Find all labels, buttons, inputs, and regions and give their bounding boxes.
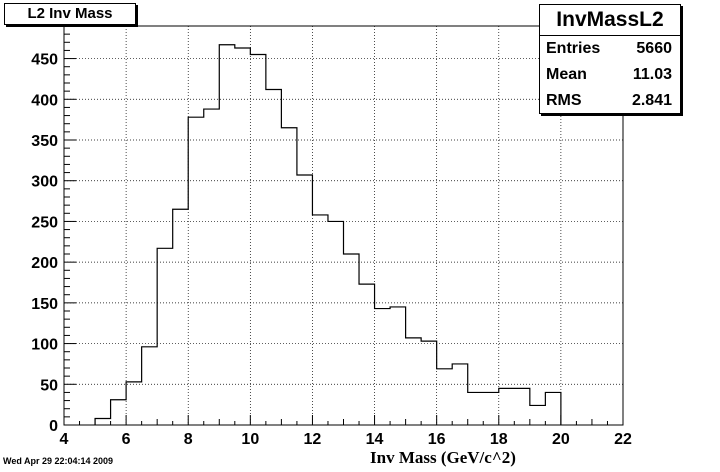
y-tick-label: 100 — [31, 337, 58, 354]
y-tick-label: 0 — [49, 418, 58, 435]
histogram-bin — [483, 392, 499, 425]
x-tick-label: 8 — [184, 431, 193, 448]
stats-value-rms: 2.841 — [631, 92, 672, 109]
x-tick-label: 20 — [552, 431, 570, 448]
stats-value-mean: 11.03 — [632, 66, 672, 83]
histogram-bin — [328, 221, 344, 425]
x-tick-label: 14 — [366, 431, 384, 448]
histogram-bin — [219, 45, 235, 425]
histogram-bin — [312, 215, 328, 425]
x-tick-label: 6 — [122, 431, 131, 448]
histogram-bin — [142, 347, 158, 425]
y-tick-label: 50 — [40, 377, 58, 394]
stats-histogram-name: InvMassL2 — [540, 5, 680, 36]
stats-label-rms: RMS — [546, 92, 582, 109]
y-tick-label: 400 — [31, 92, 58, 109]
histogram-bin — [344, 254, 360, 425]
histogram-bin — [545, 392, 561, 425]
y-tick-label: 150 — [31, 296, 58, 313]
y-tick-label: 300 — [31, 174, 58, 191]
y-tick-label: 200 — [31, 255, 58, 272]
timestamp: Wed Apr 29 22:04:14 2009 — [3, 456, 114, 466]
stats-box: InvMassL2 Entries 5660 Mean 11.03 RMS 2.… — [539, 4, 681, 114]
x-tick-label: 22 — [614, 431, 632, 448]
histogram-bin — [157, 248, 173, 425]
histogram-bin — [359, 284, 375, 425]
histogram-series — [94, 44, 562, 425]
histogram-bin — [514, 388, 530, 425]
histogram-bin — [235, 48, 251, 425]
y-tick-label: 250 — [31, 214, 58, 231]
histogram-bin — [281, 128, 297, 425]
histogram-bin — [421, 341, 437, 425]
y-tick-label: 450 — [31, 52, 58, 69]
histogram-bin — [499, 388, 515, 425]
y-tick-label: 350 — [31, 133, 58, 150]
histogram-bin — [250, 55, 266, 426]
histogram-bin — [437, 369, 453, 425]
stats-row-entries: Entries 5660 — [540, 36, 680, 62]
histogram-bins — [95, 45, 561, 425]
histogram-bin — [375, 309, 391, 425]
histogram-bin — [530, 405, 546, 425]
histogram-bin — [297, 175, 313, 425]
chart-title: L2 Inv Mass — [4, 3, 136, 25]
histogram-bin — [468, 392, 484, 425]
histogram-bin — [406, 338, 422, 425]
stats-value-entries: 5660 — [636, 40, 672, 57]
x-tick-label: 4 — [60, 431, 69, 448]
x-tick-label: 18 — [490, 431, 508, 448]
histogram-bin — [111, 400, 127, 425]
histogram-bin — [95, 418, 111, 425]
histogram-bin — [126, 382, 142, 425]
histogram-bin — [452, 364, 468, 425]
x-axis-label: Inv Mass (GeV/c^2) — [370, 448, 516, 467]
x-tick-label: 12 — [304, 431, 322, 448]
histogram-bin — [173, 209, 189, 425]
axis-ticks — [63, 25, 624, 426]
histogram-bin — [390, 307, 406, 425]
x-tick-label: 16 — [428, 431, 446, 448]
x-tick-label: 10 — [241, 431, 259, 448]
stats-label-entries: Entries — [546, 40, 601, 57]
histogram-bin — [188, 117, 204, 425]
histogram-bin — [266, 90, 282, 425]
stats-row-mean: Mean 11.03 — [540, 62, 680, 88]
tick-labels: 4 6 8 10 12 14 16 18 20 22 0 50 100 150 200 250 300 350 40… — [31, 52, 632, 448]
histogram-bin — [204, 109, 220, 425]
stats-label-mean: Mean — [546, 66, 587, 83]
stats-row-rms: RMS 2.841 — [540, 88, 680, 114]
